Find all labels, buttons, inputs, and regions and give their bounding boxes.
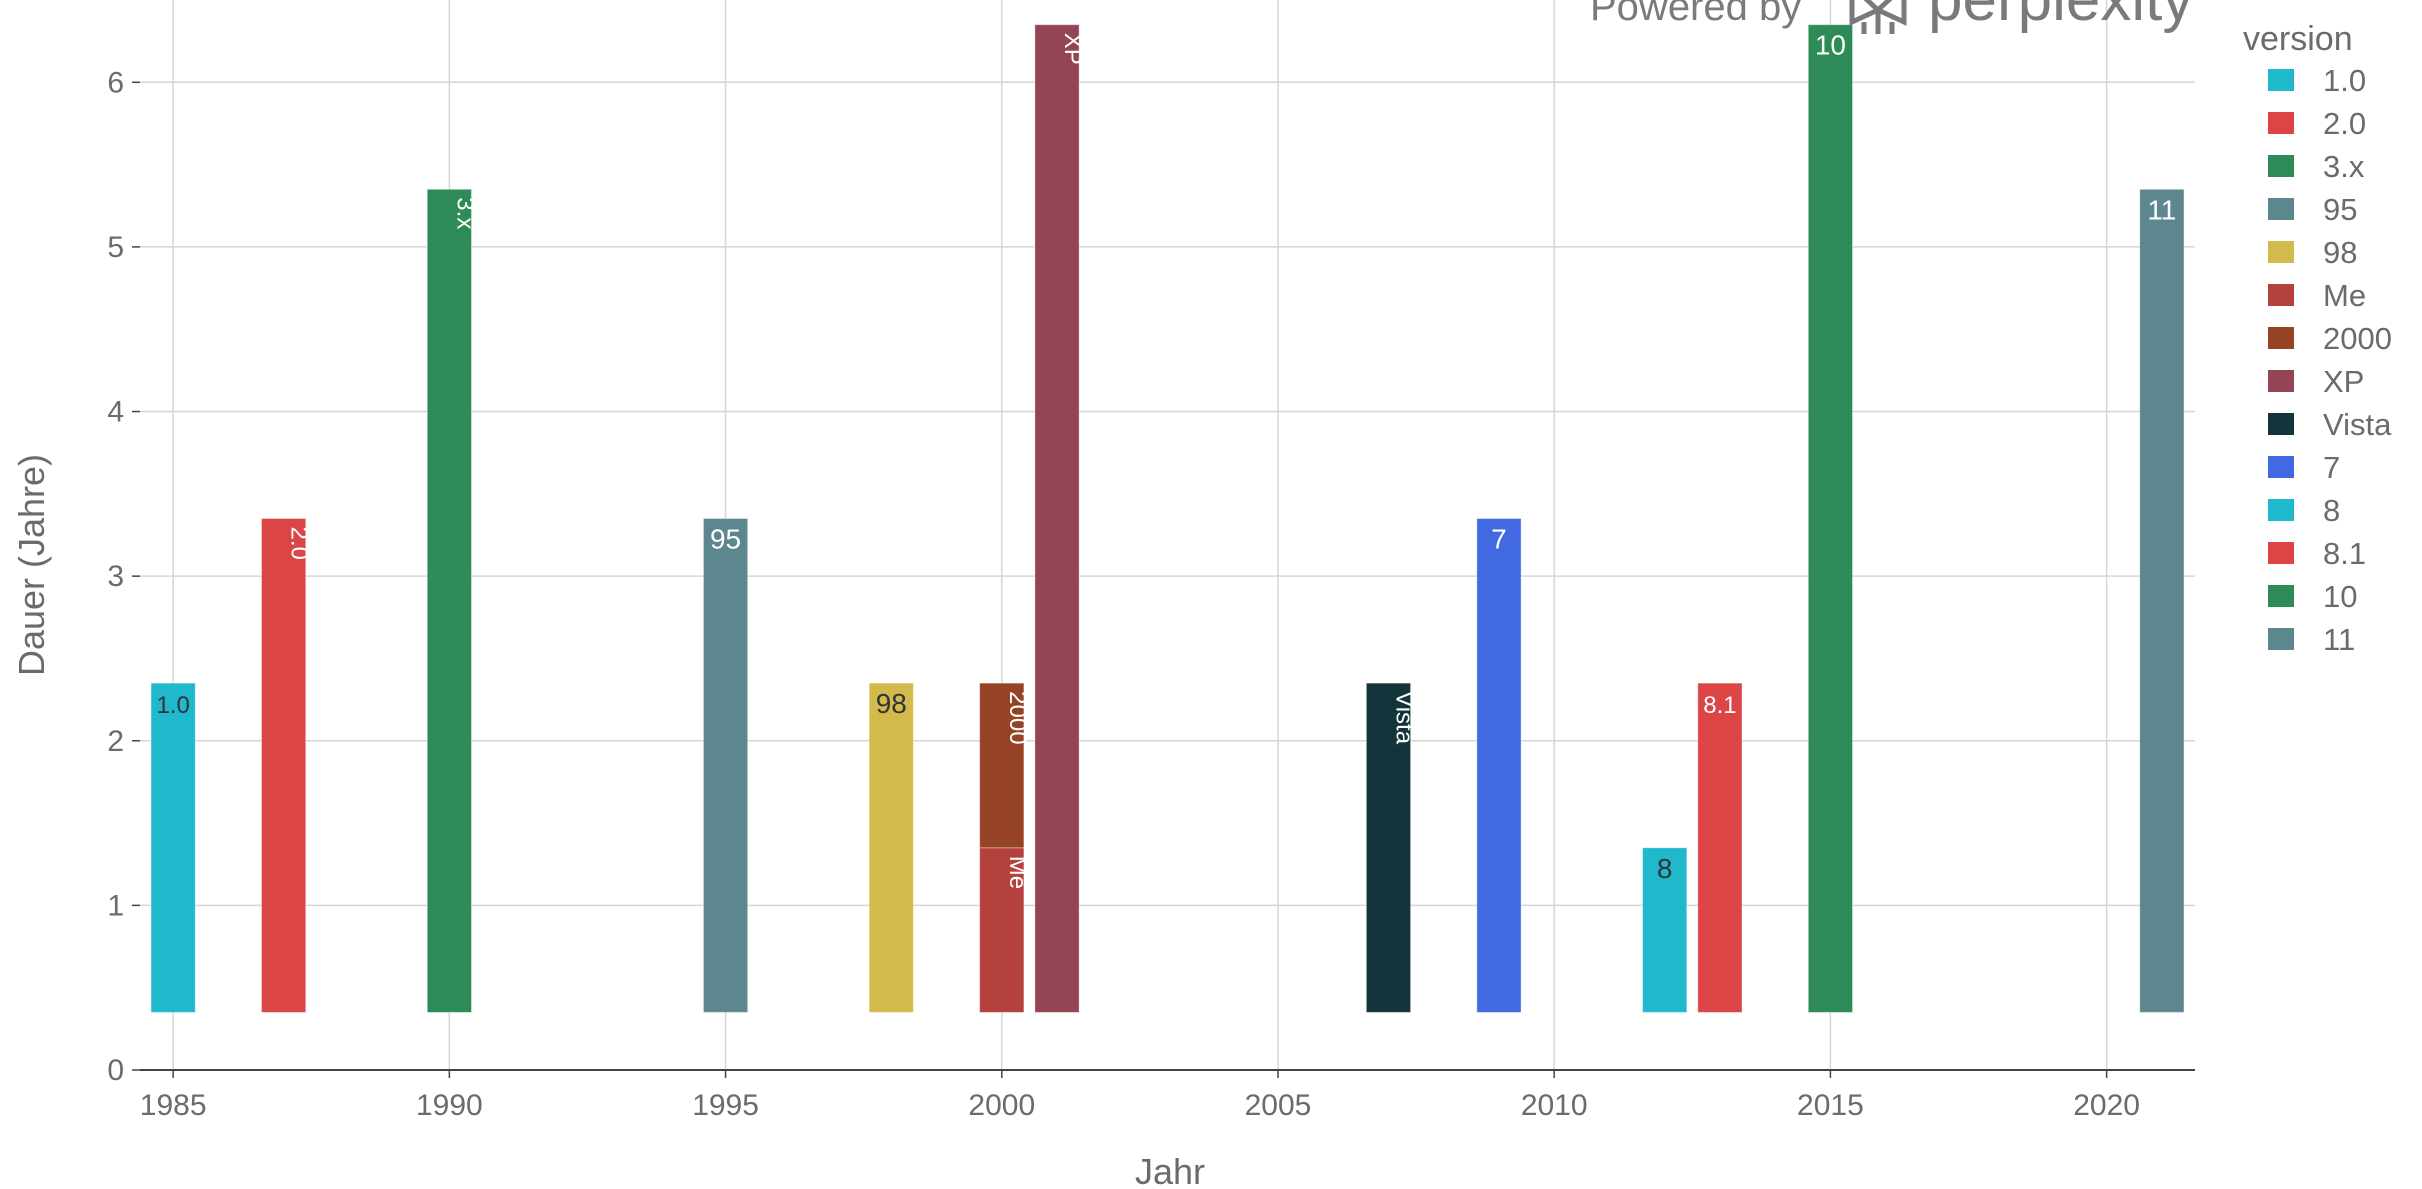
bar-8 (1642, 847, 1688, 1013)
legend-label: 2000 (2323, 321, 2392, 356)
bar-3-x (426, 188, 472, 1013)
bar-labels: 1.0 2.0 3.x 95 98 Me 2000 XP Vista 7 8 8.1 10 11 (156, 30, 2176, 889)
bar-me (979, 847, 1025, 1013)
legend-swatch (2268, 327, 2294, 349)
legend-label: Vista (2323, 407, 2392, 442)
legend-swatch (2268, 542, 2294, 564)
bar-label: 11 (2147, 194, 2176, 225)
x-tick-label: 2015 (1797, 1089, 1864, 1122)
legend: version 1.0 2.0 3.x 95 98 Me 2000 XP Vista 7 8 8.1 1… (2243, 20, 2392, 657)
bar-10 (1807, 24, 1853, 1013)
bar-label: Me (1004, 856, 1031, 889)
watermark: Powered by perplexity (1590, 0, 2193, 34)
legend-label: 10 (2323, 579, 2357, 614)
y-axis: 0 1 2 3 4 5 6 (107, 66, 140, 1087)
legend-title: version (2243, 20, 2353, 58)
legend-label: Me (2323, 278, 2366, 313)
y-tick-label: 5 (107, 231, 124, 264)
legend-swatch (2268, 413, 2294, 435)
bars (150, 24, 2185, 1013)
legend-swatch (2268, 585, 2294, 607)
legend-swatch (2268, 198, 2294, 220)
legend-swatch (2268, 370, 2294, 392)
bar-95 (702, 518, 749, 1013)
x-axis: 1985 1990 1995 2000 2005 2010 2015 2020 (140, 1069, 2195, 1122)
bar-label: 2.0 (286, 527, 313, 560)
y-tick-label: 6 (107, 66, 124, 99)
legend-label: 1.0 (2323, 63, 2366, 98)
bar-7 (1476, 518, 1522, 1013)
watermark-prefix: Powered by (1590, 0, 1801, 29)
legend-label: 8.1 (2323, 536, 2366, 571)
legend-label: XP (2323, 364, 2364, 399)
bar-xp (1034, 24, 1080, 1013)
legend-label: 95 (2323, 192, 2357, 227)
legend-label: 8 (2323, 493, 2340, 528)
x-tick-label: 1990 (416, 1089, 483, 1122)
y-axis-title: Dauer (Jahre) (11, 454, 52, 676)
y-tick-label: 1 (107, 889, 124, 922)
bar-label: 98 (876, 688, 907, 719)
bar-label: 95 (710, 524, 741, 555)
legend-label: 2.0 (2323, 106, 2366, 141)
y-tick-label: 2 (107, 725, 124, 758)
x-tick-label: 1985 (140, 1089, 207, 1122)
legend-swatch (2268, 155, 2294, 177)
legend-swatch (2268, 112, 2294, 134)
bar-98 (868, 682, 914, 1013)
legend-label: 3.x (2323, 149, 2365, 184)
legend-label: 7 (2323, 450, 2340, 485)
legend-swatch (2268, 241, 2294, 263)
legend-swatch (2268, 456, 2294, 478)
bar-label: XP (1059, 33, 1086, 65)
bar-label: 3.x (451, 197, 478, 229)
bar-label: 8.1 (1703, 692, 1736, 719)
x-tick-label: 2010 (1521, 1089, 1588, 1122)
bar-label: Vista (1390, 691, 1417, 745)
bar-11 (2139, 188, 2185, 1013)
legend-swatch (2268, 628, 2294, 650)
bar-8-1 (1697, 682, 1743, 1013)
watermark-brand: perplexity (1928, 0, 2193, 34)
bar-label: 8 (1657, 853, 1673, 884)
bar-label: 7 (1491, 524, 1507, 555)
bar-vista (1365, 682, 1412, 1013)
bar-1-0 (150, 682, 196, 1013)
y-tick-label: 0 (107, 1054, 124, 1087)
legend-swatch (2268, 69, 2294, 91)
bar-label: 2000 (1004, 691, 1031, 744)
bar-label: 1.0 (156, 692, 189, 719)
bar-label: 10 (1815, 30, 1846, 61)
y-tick-label: 3 (107, 560, 124, 593)
legend-swatch (2268, 499, 2294, 521)
legend-swatch (2268, 284, 2294, 306)
x-tick-label: 2005 (1245, 1089, 1312, 1122)
x-tick-label: 1995 (692, 1089, 759, 1122)
bar-2-0 (261, 518, 307, 1013)
y-tick-label: 4 (107, 396, 124, 429)
x-axis-title: Jahr (1135, 1151, 1205, 1189)
bar-2000 (979, 682, 1025, 849)
x-tick-label: 2000 (968, 1089, 1035, 1122)
legend-label: 11 (2323, 622, 2355, 657)
perplexity-logo-icon (1849, 0, 1907, 34)
x-tick-label: 2020 (2073, 1089, 2140, 1122)
legend-label: 98 (2323, 235, 2357, 270)
